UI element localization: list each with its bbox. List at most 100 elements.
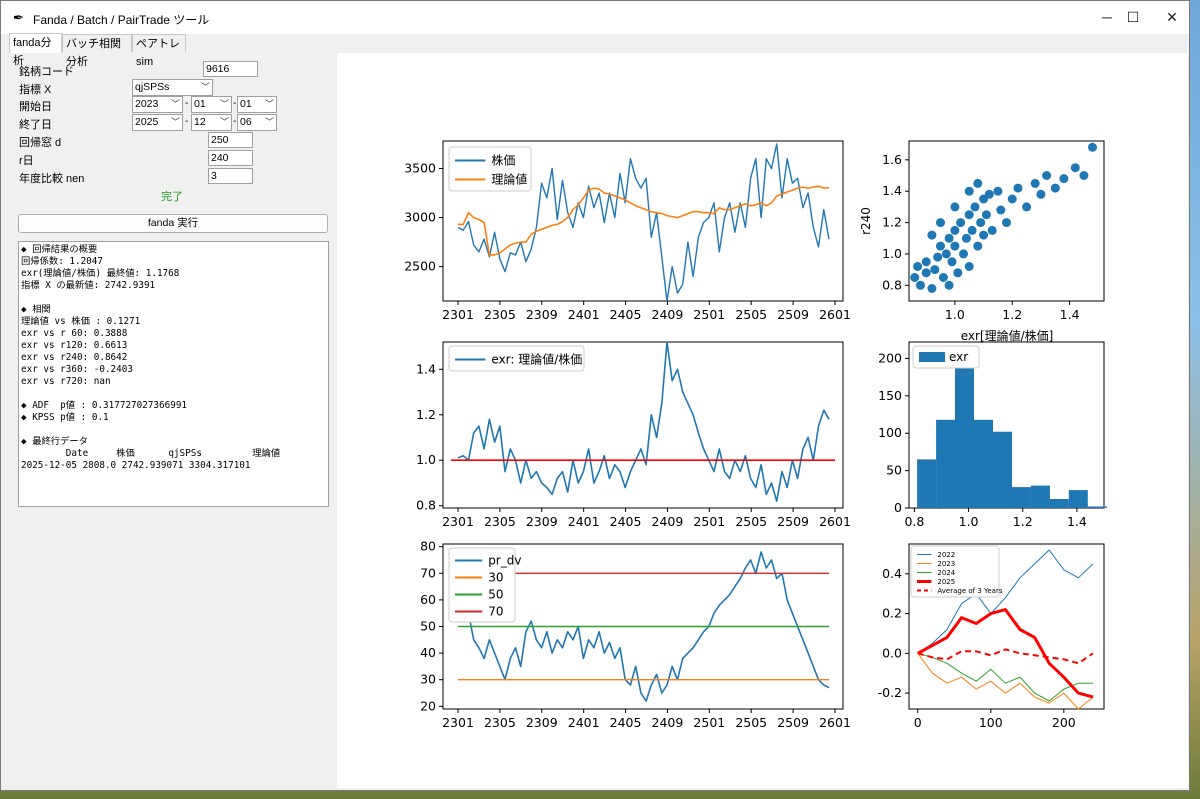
chart2-point (944, 280, 954, 290)
chart5-legend-box (448, 547, 516, 623)
indicator-value: qjSPSs (135, 81, 170, 93)
end-label: 終了日 (19, 119, 52, 131)
chart3-xtick-label: 2401 (568, 514, 600, 529)
chart2-point (993, 186, 1003, 196)
start-day-select[interactable]: 01 ﹀ (237, 96, 277, 113)
chart3-xtick-label: 2505 (735, 514, 767, 529)
chart2-point (950, 202, 960, 212)
window-input[interactable]: 250 (208, 132, 253, 148)
chart3-xtick-label: 2601 (819, 514, 851, 529)
chart2-point (1042, 171, 1052, 180)
chart2-point (933, 252, 943, 262)
chart4-ytick-label: 100 (878, 425, 902, 440)
date-separator: - (233, 98, 237, 109)
rday-input[interactable]: 240 (208, 150, 253, 166)
rday-label: r日 (19, 155, 34, 167)
chart1-xtick-label: 2301 (442, 307, 474, 322)
chart4-xtick-label: 1.2 (1013, 514, 1033, 529)
plots-svg: 2301 2305 2309 2401 2405 2409 2501 2505 2509 2601… (404, 140, 1107, 730)
tab-pairtrade[interactable]: ペアトレ sim (132, 34, 186, 68)
nen-input[interactable]: 3 (208, 168, 253, 184)
chart6-xtick-label: 100 (979, 715, 1003, 730)
end-month-select[interactable]: 12 ﹀ (191, 114, 232, 131)
date-separator: - (185, 98, 189, 109)
title-bar: ✒ Fanda / Batch / PairTrade ツール ─ ☐ ✕ (1, 1, 1189, 34)
chart2-point (964, 186, 974, 196)
chart2-point (961, 233, 971, 243)
chart6-legend-box (910, 545, 1000, 598)
start-month-select[interactable]: 01 ﹀ (191, 96, 232, 113)
chart1-xtick-label: 2505 (735, 307, 767, 322)
start-year-select[interactable]: 2023 ﹀ (132, 96, 183, 113)
chart5-legend-entry: 50 (488, 588, 503, 602)
end-year-select[interactable]: 2025 ﹀ (132, 114, 183, 131)
chart4-bar (1030, 485, 1050, 508)
end-day-select[interactable]: 06 ﹀ (237, 114, 277, 131)
chart6-ytick-label: 0.4 (882, 566, 902, 581)
chart2-xtick-label: 1.4 (1060, 307, 1080, 322)
chart1-series-0 (457, 143, 830, 302)
chart2-point (1050, 183, 1060, 193)
chart1-ytick-label: 2500 (404, 259, 436, 274)
start-month-value: 01 (194, 98, 206, 110)
tab-batch[interactable]: バッチ相関分析 (62, 34, 132, 68)
chart2-point (921, 268, 931, 278)
chart6-series-2 (917, 652, 1093, 702)
result-text: ◆ 回帰結果の概要 回帰係数: 1.2047 exr(理論値/株価) 最終値: … (21, 244, 281, 471)
chart2-point (959, 249, 968, 259)
chart2-point (953, 268, 963, 278)
feather-icon: ✒ (13, 10, 24, 25)
chart2-point (973, 178, 983, 188)
chart2-ylabel: r240 (859, 207, 873, 235)
chart6-legend-entry: 2024 (937, 569, 955, 577)
chart5-xtick-label: 2305 (484, 715, 516, 730)
tab-fanda[interactable]: fanda分析 (9, 33, 62, 67)
close-button[interactable]: ✕ (1166, 9, 1178, 25)
run-button[interactable]: fanda 実行 (18, 214, 328, 233)
chart5-series-0 (457, 551, 830, 702)
chart4-ytick-label: 0 (894, 500, 902, 515)
chart5-legend-entry: pr_dv (488, 554, 521, 568)
start-day-value: 01 (240, 98, 252, 110)
end-month-value: 12 (194, 116, 206, 128)
chart5-ytick-label: 20 (420, 698, 436, 713)
chevron-down-icon: ﹀ (219, 99, 229, 109)
code-input[interactable]: 9616 (203, 61, 258, 77)
indicator-label: 指標 X (19, 84, 52, 96)
chart2-point (1079, 171, 1089, 180)
chart3-xtick-label: 2305 (484, 514, 516, 529)
chart6-legend-entry: 2023 (937, 560, 955, 568)
chart6-series-0 (917, 549, 1094, 654)
chart5-xtick-label: 2505 (735, 715, 767, 730)
chart1-legend-entry: 理論値 (491, 172, 527, 187)
chart2-point (1007, 194, 1017, 204)
chart1-xtick-label: 2309 (526, 307, 558, 322)
chart4-bar (955, 351, 974, 508)
chart4-bar (1087, 506, 1107, 508)
window-title: Fanda / Batch / PairTrade ツール (33, 13, 210, 27)
chart6-xtick-label: 200 (1052, 715, 1076, 730)
chart4-bar (1068, 490, 1088, 508)
chart2-point (950, 225, 960, 235)
plot-canvas: 2301 2305 2309 2401 2405 2409 2501 2505 2509 2601… (337, 53, 1188, 788)
result-textbox[interactable]: ◆ 回帰結果の概要 回帰係数: 1.2047 exr(理論値/株価) 最終値: … (18, 241, 329, 507)
chart3-ytick-label: 0.8 (416, 498, 436, 513)
chart2-point (950, 241, 960, 251)
chart4-bar (1011, 487, 1031, 508)
chart2-ytick-label: 0.8 (882, 277, 902, 292)
chart4-ytick-label: 150 (878, 388, 902, 403)
chart3-xtick-label: 2301 (442, 514, 474, 529)
maximize-button[interactable]: ☐ (1126, 9, 1140, 25)
indicator-select[interactable]: qjSPSs ﹀ (132, 79, 213, 96)
chart3-legend-entry: exr: 理論値/株価 (491, 352, 582, 367)
chart2-ytick-label: 1.4 (882, 183, 902, 198)
chart2-point (927, 230, 937, 240)
chart2-point (1070, 163, 1080, 173)
chart3-xtick-label: 2405 (610, 514, 642, 529)
chart2-ytick-label: 1.2 (882, 215, 902, 230)
chart1-series-1 (458, 185, 830, 256)
chart2-point (1002, 218, 1011, 228)
chart2-ytick-label: 1.0 (882, 246, 902, 261)
minimize-button[interactable]: ─ (1102, 9, 1112, 25)
